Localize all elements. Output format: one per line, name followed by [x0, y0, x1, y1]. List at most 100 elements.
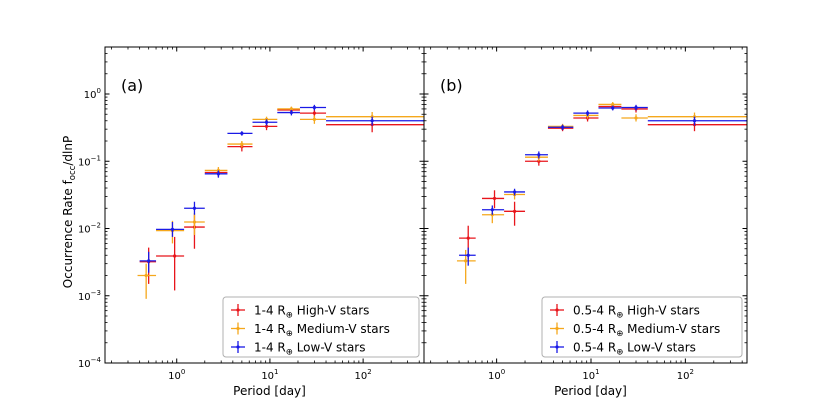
y-tick-exponent: −1 — [91, 154, 101, 162]
series-0 — [459, 103, 747, 260]
data-point — [464, 259, 468, 263]
data-point — [192, 206, 197, 210]
data-point — [264, 120, 269, 124]
x-tick-exponent: 0 — [181, 368, 185, 376]
legend-frame — [222, 296, 420, 358]
legend-label: 0.5-4 R⊕ Medium-V stars — [573, 322, 720, 339]
data-point — [634, 105, 638, 110]
x-tick-exponent: 1 — [595, 368, 599, 376]
x-tick-exponent: 1 — [274, 368, 278, 376]
y-axis-label: Occurrence Rate focc/dlnP — [61, 136, 78, 288]
data-point — [512, 209, 517, 213]
legend-label-tail: Low-V stars — [623, 341, 696, 355]
x-tick-exponent: 2 — [689, 368, 693, 376]
y-axis-label-tail: /dlnP — [61, 136, 75, 166]
data-point — [312, 111, 316, 115]
x-tick-base: 10 — [677, 371, 690, 382]
data-point — [147, 259, 151, 263]
legend-label: 1-4 R⊕ Medium-V stars — [254, 322, 390, 339]
x-axis-label: Period [day] — [233, 384, 306, 398]
x-tick-base: 10 — [261, 371, 274, 382]
data-point — [692, 119, 697, 123]
y-tick-exponent: −4 — [91, 356, 102, 364]
data-point — [144, 273, 148, 278]
data-point — [492, 196, 497, 201]
x-tick-exponent: 0 — [501, 368, 505, 376]
legend-frame — [541, 296, 743, 358]
legend-label: 0.5-4 R⊕ High-V stars — [573, 304, 700, 321]
legend-label-main: 0.5-4 R — [573, 341, 616, 355]
series-2 — [139, 104, 424, 273]
y-tick-label: 10−2 — [78, 222, 101, 236]
y-tick-exponent: 0 — [97, 87, 101, 95]
x-tick-label: 102 — [355, 368, 372, 382]
legend-label-main: 0.5-4 R — [573, 322, 616, 336]
data-point — [240, 131, 244, 135]
panel-label: (b) — [440, 76, 463, 95]
y-tick-label: 10−4 — [78, 356, 102, 370]
legend-label-main: 1-4 R — [254, 322, 286, 336]
legend-marker-dot — [555, 345, 559, 349]
data-point — [560, 125, 565, 129]
y-tick-base: 10 — [78, 292, 91, 303]
legend-label: 1-4 R⊕ High-V stars — [254, 304, 369, 321]
data-point — [512, 190, 517, 194]
legend-label-tail: Low-V stars — [293, 341, 366, 355]
data-point — [289, 107, 293, 111]
legend-label-tail: High-V stars — [293, 304, 370, 318]
x-tick-label: 101 — [261, 368, 278, 382]
data-point — [170, 227, 175, 231]
series-1 — [456, 102, 747, 284]
y-tick-exponent: −2 — [91, 222, 101, 230]
legend-label-tail: Medium-V stars — [293, 322, 390, 336]
legend-label-sub: ⊕ — [286, 348, 293, 358]
data-point — [240, 142, 244, 146]
x-tick-label: 100 — [168, 368, 185, 382]
legend-marker-dot — [236, 345, 240, 349]
x-tick-exponent: 2 — [367, 368, 371, 376]
x-tick-base: 10 — [582, 371, 595, 382]
legend-label-sub: ⊕ — [286, 311, 293, 321]
axes-frame — [423, 46, 748, 364]
y-tick-base: 10 — [78, 359, 91, 370]
data-point — [216, 172, 220, 176]
y-axis-label-main: Occurrence Rate f — [61, 179, 75, 288]
legend-label-main: 0.5-4 R — [573, 304, 616, 318]
data-point — [192, 220, 197, 224]
legend-marker-dot — [555, 308, 559, 312]
x-axis-label: Period [day] — [554, 384, 627, 398]
series-2 — [459, 104, 747, 266]
legend-marker-dot — [555, 326, 559, 331]
legend-marker-dot — [236, 326, 240, 331]
x-tick-base: 10 — [488, 371, 501, 382]
y-tick-base: 10 — [78, 225, 91, 236]
data-point — [264, 124, 269, 128]
panel-label: (a) — [121, 76, 143, 95]
y-axis-label-sub: occ — [68, 165, 78, 180]
series-0 — [139, 107, 424, 291]
data-point — [289, 110, 293, 115]
legend-label-main: 1-4 R — [254, 341, 286, 355]
y-tick-base: 10 — [78, 157, 91, 168]
y-tick-base: 10 — [84, 90, 97, 101]
y-tick-label: 100 — [84, 87, 101, 101]
data-point — [466, 253, 470, 257]
data-point — [490, 208, 494, 212]
y-tick-label: 10−1 — [78, 154, 101, 168]
legend-label-tail: Medium-V stars — [623, 322, 720, 336]
legend-label-main: 1-4 R — [254, 304, 286, 318]
legend-label-tail: High-V stars — [623, 304, 700, 318]
legend-label-sub: ⊕ — [616, 329, 623, 339]
x-tick-label: 102 — [677, 368, 694, 382]
legend-label-sub: ⊕ — [616, 348, 623, 358]
series-1 — [137, 106, 424, 299]
data-point — [370, 119, 374, 123]
x-tick-base: 10 — [168, 371, 181, 382]
panel-b: 100 101 102(b)Period [day]0.5-4 R⊕ High-V … — [423, 46, 748, 398]
data-point — [173, 254, 177, 258]
data-point — [466, 236, 470, 240]
legend-label-sub: ⊕ — [286, 329, 293, 339]
